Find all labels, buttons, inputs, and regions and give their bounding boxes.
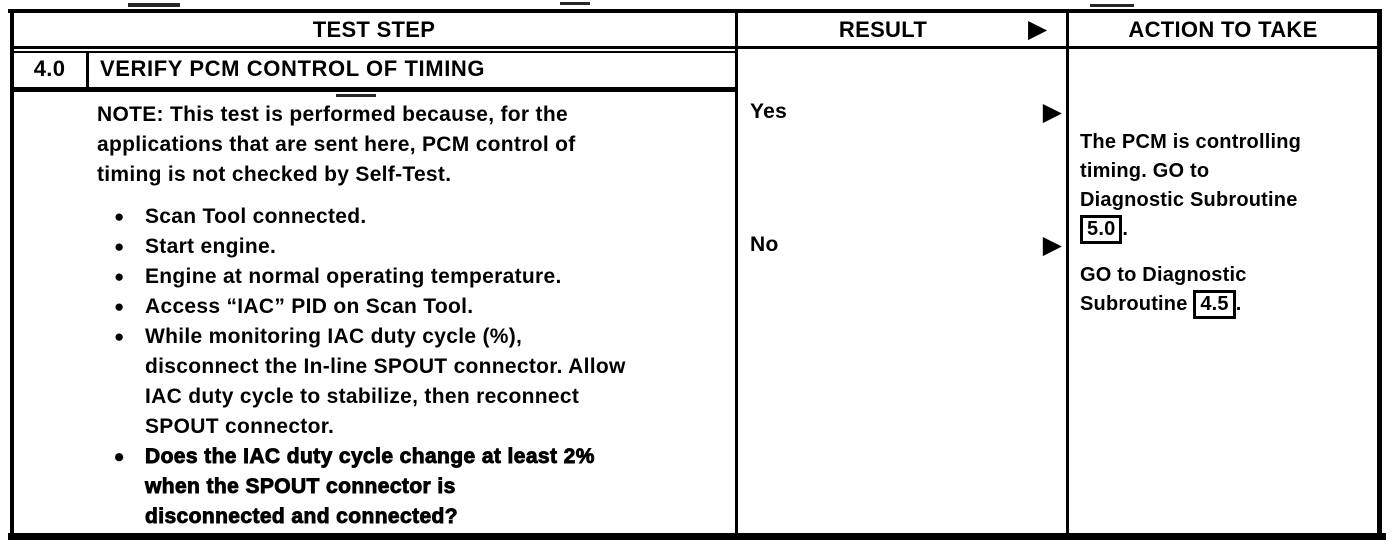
subroutine-ref-box: 4.5 [1193, 290, 1236, 319]
list-item: While monitoring IAC duty cycle (%), dis… [114, 322, 719, 442]
column-header-action: ACTION TO TAKE [1128, 17, 1318, 42]
result-label-yes: Yes [750, 100, 788, 123]
column-divider-result [735, 9, 738, 540]
table-border-left [10, 9, 14, 540]
action-for-yes: The PCM is controlling timing. GO to Dia… [1080, 99, 1368, 244]
step-number-divider [86, 51, 89, 92]
step-note: NOTE: This test is performed because, fo… [97, 103, 576, 186]
subroutine-ref-box: 5.0 [1080, 215, 1123, 244]
step-title: VERIFY PCM CONTROL OF TIMING [100, 56, 486, 81]
list-item: Engine at normal operating temperature. [114, 262, 719, 292]
result-row-yes: Yes ▶ [750, 99, 1062, 125]
action-text: GO to Diagnostic Subroutine [1080, 264, 1247, 315]
header-row-divider [10, 46, 1382, 49]
table-border-bottom [8, 533, 1386, 540]
list-item-question: Does the IAC duty cycle change at least … [114, 442, 719, 532]
result-arrow-icon: ▶ [1042, 98, 1062, 126]
column-divider-action [1066, 9, 1069, 540]
step-number: 4.0 [33, 56, 66, 81]
step-bullet-list: Scan Tool connected. Start engine. Engin… [114, 202, 719, 532]
column-header-test-step: TEST STEP [312, 17, 436, 42]
scan-artifact [560, 2, 590, 5]
scan-artifact [128, 3, 180, 7]
action-suffix: . [1235, 293, 1242, 315]
action-text: The PCM is controlling timing. GO to Dia… [1080, 131, 1302, 211]
result-row-no: No ▶ [750, 232, 1062, 258]
result-label-no: No [750, 233, 779, 256]
column-header-result: RESULT [838, 17, 928, 42]
table-border-right [1377, 9, 1382, 540]
result-header-arrow-icon: ▶ [1028, 15, 1048, 43]
step-row-border-bottom [10, 87, 735, 92]
list-item: Access “IAC” PID on Scan Tool. [114, 292, 719, 322]
action-suffix: . [1122, 218, 1129, 240]
table-border-top [8, 9, 1382, 13]
result-arrow-icon: ▶ [1042, 231, 1062, 259]
list-item: Scan Tool connected. [114, 202, 719, 232]
scan-artifact [336, 94, 376, 97]
scan-artifact [1090, 4, 1134, 7]
list-item: Start engine. [114, 232, 719, 262]
step-row-border-top [13, 51, 735, 53]
action-for-no: GO to Diagnostic Subroutine 4.5. [1080, 232, 1368, 319]
